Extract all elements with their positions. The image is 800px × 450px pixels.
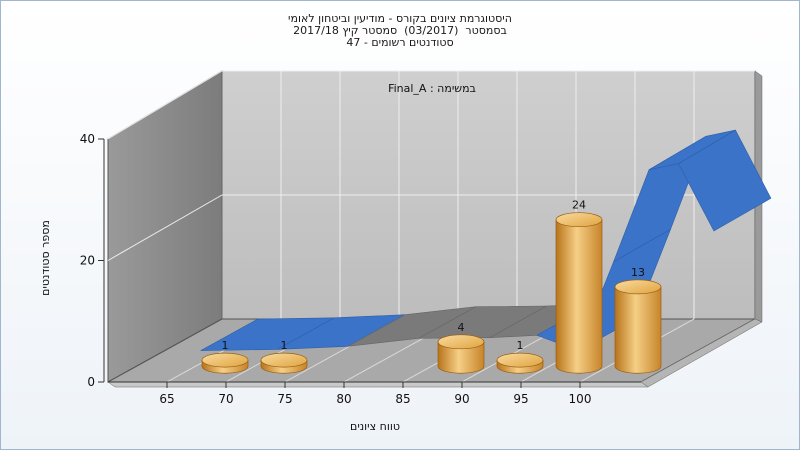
bar-cap bbox=[496, 352, 544, 368]
x-axis-label: טווח ציונים bbox=[350, 420, 400, 433]
floor-edge-right bbox=[640, 318, 763, 388]
chart-title-line-1: היסטוגרמת ציונים בקורס - מודיעין וביטחון… bbox=[288, 12, 512, 25]
distribution-curve-segment bbox=[678, 129, 772, 232]
bar-value-label: 13 bbox=[631, 266, 645, 279]
x-tick-label: 75 bbox=[277, 392, 292, 406]
bar-cap bbox=[201, 352, 249, 368]
bar-value-label: 1 bbox=[517, 339, 524, 352]
x-tick-label: 85 bbox=[395, 392, 410, 406]
y-tick-label: 0 bbox=[87, 375, 95, 389]
bar-cap bbox=[260, 352, 308, 368]
chart-title-line-2: בסמסטר (03/2017) סמסטר קיץ 2017/18 bbox=[293, 24, 507, 37]
x-tick-label: 70 bbox=[218, 392, 233, 406]
bar-cap bbox=[555, 212, 603, 228]
bar-2: 1 bbox=[260, 339, 308, 374]
x-tick-label: 80 bbox=[336, 392, 351, 406]
bar-body bbox=[555, 219, 603, 374]
x-tick-label: 65 bbox=[159, 392, 174, 406]
y-tick-label: 40 bbox=[80, 132, 95, 146]
bar-body bbox=[614, 286, 662, 374]
bar-value-label: 1 bbox=[222, 339, 229, 352]
bar-body bbox=[437, 341, 485, 374]
bar-cap bbox=[614, 279, 662, 295]
bar-4: 1 bbox=[496, 339, 544, 374]
y-gridline-side bbox=[107, 70, 223, 140]
bar-6: 13 bbox=[614, 266, 662, 374]
bar-value-label: 4 bbox=[458, 321, 465, 334]
bar-value-label: 24 bbox=[572, 199, 586, 212]
bar-1: 1 bbox=[201, 339, 249, 374]
y-axis-label: מספר סטודנטים bbox=[39, 220, 52, 296]
bar-3: 4 bbox=[437, 321, 485, 374]
chart-annotation: Final_A : במשימה bbox=[388, 82, 476, 95]
x-tick-label: 100 bbox=[569, 392, 592, 406]
y-tick-label: 20 bbox=[80, 254, 95, 268]
y-gridline-side bbox=[107, 194, 223, 261]
x-tick-label: 90 bbox=[454, 392, 469, 406]
front-edge bbox=[107, 381, 649, 388]
x-tick-label: 95 bbox=[513, 392, 528, 406]
bar-value-label: 1 bbox=[281, 339, 288, 352]
bar-cap bbox=[437, 334, 485, 350]
chart-title-line-3: סטודנטים רשומים - 47 bbox=[346, 36, 454, 49]
bar-5: 24 bbox=[555, 199, 603, 374]
